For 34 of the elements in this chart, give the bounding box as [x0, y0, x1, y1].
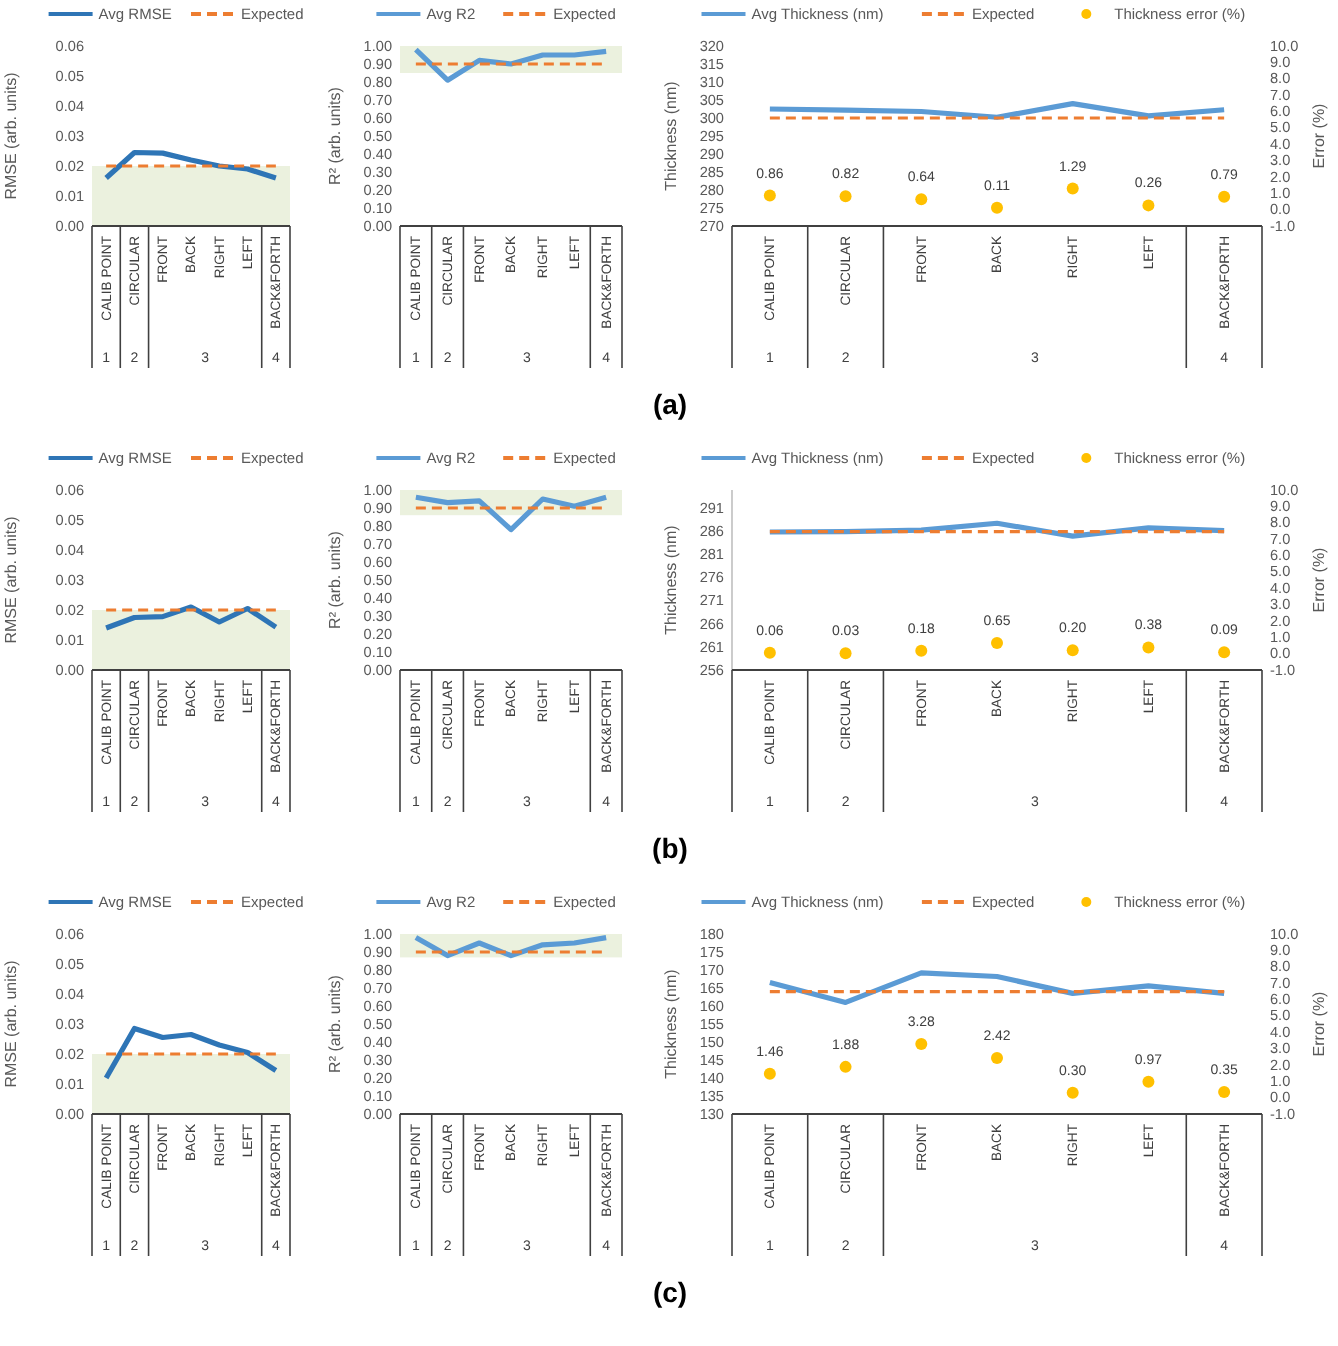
- point: [763, 1067, 776, 1080]
- line-series: [413, 494, 609, 533]
- point: [1218, 1085, 1231, 1098]
- y2-axis-title: Error (%): [1310, 102, 1328, 169]
- y-axis-title: R² (arb. units): [326, 86, 344, 185]
- point: [991, 201, 1003, 214]
- line-series: [103, 149, 279, 181]
- point: [763, 189, 776, 202]
- point: [915, 193, 928, 206]
- text: (c): [652, 1276, 688, 1308]
- text: (b): [652, 832, 688, 864]
- point: [839, 190, 852, 203]
- y2-axis-title: Error (%): [1310, 990, 1328, 1057]
- text: (a): [652, 388, 688, 420]
- line-series: [103, 1025, 279, 1081]
- y-axis-title: RMSE (arb. units): [2, 959, 20, 1088]
- y-axis-title: R² (arb. units): [326, 530, 344, 629]
- y-axis-title: RMSE (arb. units): [2, 71, 20, 200]
- point: [915, 1037, 928, 1050]
- y-axis-title: R² (arb. units): [326, 974, 344, 1073]
- line-series: [767, 101, 1227, 120]
- y-axis-title: Thickness (nm): [662, 80, 680, 191]
- point: [1142, 199, 1155, 212]
- point: [1218, 190, 1231, 203]
- point: [1066, 182, 1079, 195]
- point: [839, 1060, 852, 1073]
- point: [991, 1052, 1003, 1065]
- y-axis-title: Thickness (nm): [662, 524, 680, 635]
- y-axis-title: Thickness (nm): [662, 968, 680, 1079]
- line-series: [103, 604, 279, 631]
- y2-axis-title: Error (%): [1310, 546, 1328, 613]
- point: [1066, 1086, 1079, 1099]
- point: [1142, 1075, 1155, 1088]
- y-axis-title: RMSE (arb. units): [2, 515, 20, 644]
